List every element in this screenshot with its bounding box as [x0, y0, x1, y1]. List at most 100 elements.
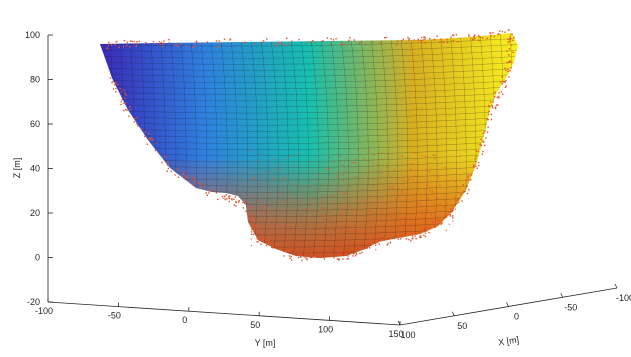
point — [368, 245, 370, 247]
point — [133, 40, 135, 43]
point — [371, 159, 373, 161]
point — [352, 255, 354, 257]
point — [417, 204, 419, 206]
point — [505, 85, 507, 87]
point — [310, 160, 312, 163]
point — [272, 238, 274, 240]
point — [486, 131, 489, 133]
surface — [95, 33, 525, 272]
point — [507, 38, 509, 40]
point — [200, 185, 202, 187]
point — [280, 42, 283, 44]
y-axis-line — [47, 301, 401, 326]
point — [198, 182, 200, 184]
point — [410, 162, 412, 165]
point — [300, 244, 302, 246]
point — [413, 233, 415, 235]
point — [256, 241, 258, 243]
point — [465, 180, 467, 182]
point — [273, 221, 275, 223]
point — [491, 107, 494, 109]
point — [373, 202, 375, 204]
point — [384, 37, 386, 39]
point — [417, 169, 419, 171]
point — [494, 91, 496, 93]
point — [254, 43, 256, 45]
x-axis-label: X [m] — [497, 335, 519, 348]
point — [138, 40, 140, 43]
mesh-line-horizontal — [95, 260, 525, 272]
point — [304, 257, 307, 259]
point — [265, 244, 268, 247]
point — [192, 46, 194, 48]
point — [129, 40, 132, 42]
point — [271, 246, 273, 249]
point — [344, 206, 346, 208]
point — [401, 39, 403, 42]
point — [117, 83, 119, 86]
point — [411, 232, 414, 234]
point — [303, 187, 305, 189]
point — [123, 89, 125, 91]
point — [251, 233, 253, 235]
point — [438, 220, 440, 222]
point — [368, 247, 371, 249]
point — [470, 179, 472, 181]
point — [475, 150, 477, 152]
point — [233, 204, 235, 206]
point — [341, 229, 343, 231]
point — [457, 41, 459, 43]
point — [288, 255, 291, 257]
point — [380, 237, 382, 239]
point — [255, 160, 257, 162]
point — [206, 194, 208, 196]
point — [223, 195, 226, 197]
point — [250, 219, 252, 221]
point — [412, 237, 414, 240]
point — [386, 174, 388, 176]
point — [407, 39, 410, 41]
point — [443, 41, 445, 44]
point — [378, 243, 380, 245]
point — [231, 198, 233, 200]
point — [174, 174, 176, 176]
mesh-line-horizontal — [100, 43, 518, 53]
point — [364, 200, 366, 202]
point — [224, 198, 226, 201]
point — [110, 44, 113, 46]
point — [379, 239, 381, 242]
z-tick-label: 80 — [30, 75, 40, 85]
point — [355, 255, 357, 257]
point — [475, 165, 477, 168]
point — [506, 61, 508, 64]
point — [323, 258, 326, 260]
point — [166, 170, 168, 172]
point — [263, 209, 265, 211]
point — [158, 40, 161, 43]
point — [176, 168, 178, 171]
point — [459, 155, 461, 157]
point — [490, 118, 493, 121]
point — [290, 259, 293, 261]
point — [401, 155, 403, 157]
point — [280, 168, 282, 170]
point — [262, 236, 264, 238]
point — [373, 178, 375, 180]
point — [428, 226, 430, 228]
point — [192, 177, 194, 179]
point — [408, 38, 411, 40]
point — [473, 35, 475, 38]
point — [487, 113, 490, 116]
point — [452, 205, 454, 207]
point — [288, 155, 290, 157]
point — [394, 188, 396, 190]
point — [251, 185, 253, 187]
point — [345, 221, 348, 223]
point — [333, 160, 335, 163]
point — [322, 198, 324, 200]
point — [387, 242, 389, 245]
point — [405, 232, 407, 234]
point — [133, 117, 136, 120]
point — [108, 41, 110, 44]
point — [242, 207, 245, 209]
